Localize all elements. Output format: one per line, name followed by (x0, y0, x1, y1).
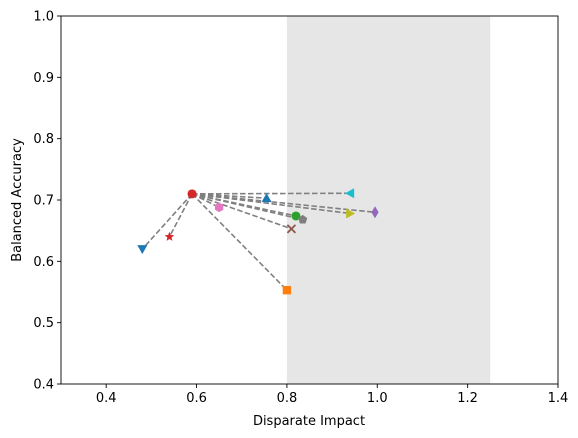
x-tick-label: 1.2 (457, 391, 478, 406)
y-tick-label: 0.4 (33, 378, 54, 393)
shaded-region (286, 16, 491, 384)
connector-line-9 (192, 192, 351, 195)
x-axis-label: Disparate Impact (253, 414, 365, 429)
data-point-4-thin-diamond (371, 206, 379, 219)
y-tick-label: 1.0 (33, 10, 54, 25)
y-tick-label: 0.9 (33, 71, 54, 86)
data-point-6-hexagon (214, 202, 224, 213)
connector-line-8 (191, 193, 351, 215)
y-tick-label: 0.5 (33, 316, 54, 331)
y-tick-label: 0.6 (33, 255, 54, 270)
y-tick-label: 0.7 (33, 194, 54, 209)
data-point-8-triangle-right (346, 208, 356, 219)
data-point-0-triangle-down (137, 245, 148, 255)
y-axis-label: Balanced Accuracy (10, 138, 25, 262)
connector-line-0 (141, 193, 193, 250)
x-tick-label: 1.0 (367, 391, 388, 406)
data-point-3-star (164, 231, 175, 241)
y-tick-label: 0.8 (33, 132, 54, 147)
connector-line-6 (191, 193, 220, 209)
data-point-10-triangle-up (261, 193, 272, 203)
connector-line-7 (191, 193, 303, 221)
data-point-7-pentagon (298, 214, 308, 224)
data-point-9-triangle-left (345, 188, 355, 199)
origin-point (187, 189, 197, 199)
x-tick-label: 0.4 (96, 391, 117, 406)
x-tick-label: 0.8 (277, 391, 298, 406)
connector-line-1 (191, 193, 288, 291)
data-point-5-x (286, 224, 297, 234)
data-point-1-square (282, 285, 292, 295)
connector-line-5 (191, 193, 292, 230)
connector-line-3 (168, 193, 193, 238)
connector-line-4 (191, 193, 376, 214)
plot-area: 0.4 0.6 0.8 1.0 1.2 1.4 0.4 0.5 0.6 0.7 0.8 0.9 1.0 (33, 10, 568, 407)
connector-line-10 (191, 193, 267, 199)
x-tick-label: 0.6 (186, 391, 207, 406)
x-tick-label: 1.4 (548, 391, 569, 406)
